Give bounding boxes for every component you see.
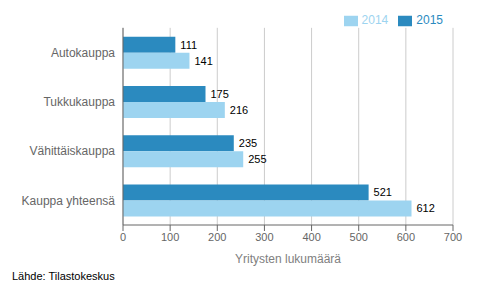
svg-text:200: 200 xyxy=(208,231,226,243)
svg-text:100: 100 xyxy=(161,231,179,243)
svg-text:Kauppa yhteensä: Kauppa yhteensä xyxy=(22,194,116,208)
svg-text:141: 141 xyxy=(194,55,212,67)
svg-text:255: 255 xyxy=(248,153,266,165)
html-text:2014: 2014 xyxy=(361,13,389,27)
svg-text:500: 500 xyxy=(350,231,368,243)
svg-text:Tukkukauppa: Tukkukauppa xyxy=(43,95,115,109)
svg-text:216: 216 xyxy=(230,104,248,116)
html-text:Lähde: Tilastokeskus: Lähde: Tilastokeskus xyxy=(12,270,115,282)
svg-text:Vähittäiskauppa: Vähittäiskauppa xyxy=(30,144,116,158)
svg-text:521: 521 xyxy=(374,186,392,198)
svg-text:300: 300 xyxy=(255,231,273,243)
svg-text:0: 0 xyxy=(120,231,126,243)
svg-text:175: 175 xyxy=(211,88,229,100)
svg-text:612: 612 xyxy=(417,202,435,214)
svg-text:600: 600 xyxy=(397,231,415,243)
svg-text:Autokauppa: Autokauppa xyxy=(51,46,115,60)
svg-text:235: 235 xyxy=(239,137,257,149)
svg-text:Yritysten lukumäärä: Yritysten lukumäärä xyxy=(235,252,341,266)
html-text:2015: 2015 xyxy=(416,13,443,27)
svg-text:700: 700 xyxy=(444,231,462,243)
svg-text:111: 111 xyxy=(180,39,197,51)
svg-text:400: 400 xyxy=(302,231,320,243)
